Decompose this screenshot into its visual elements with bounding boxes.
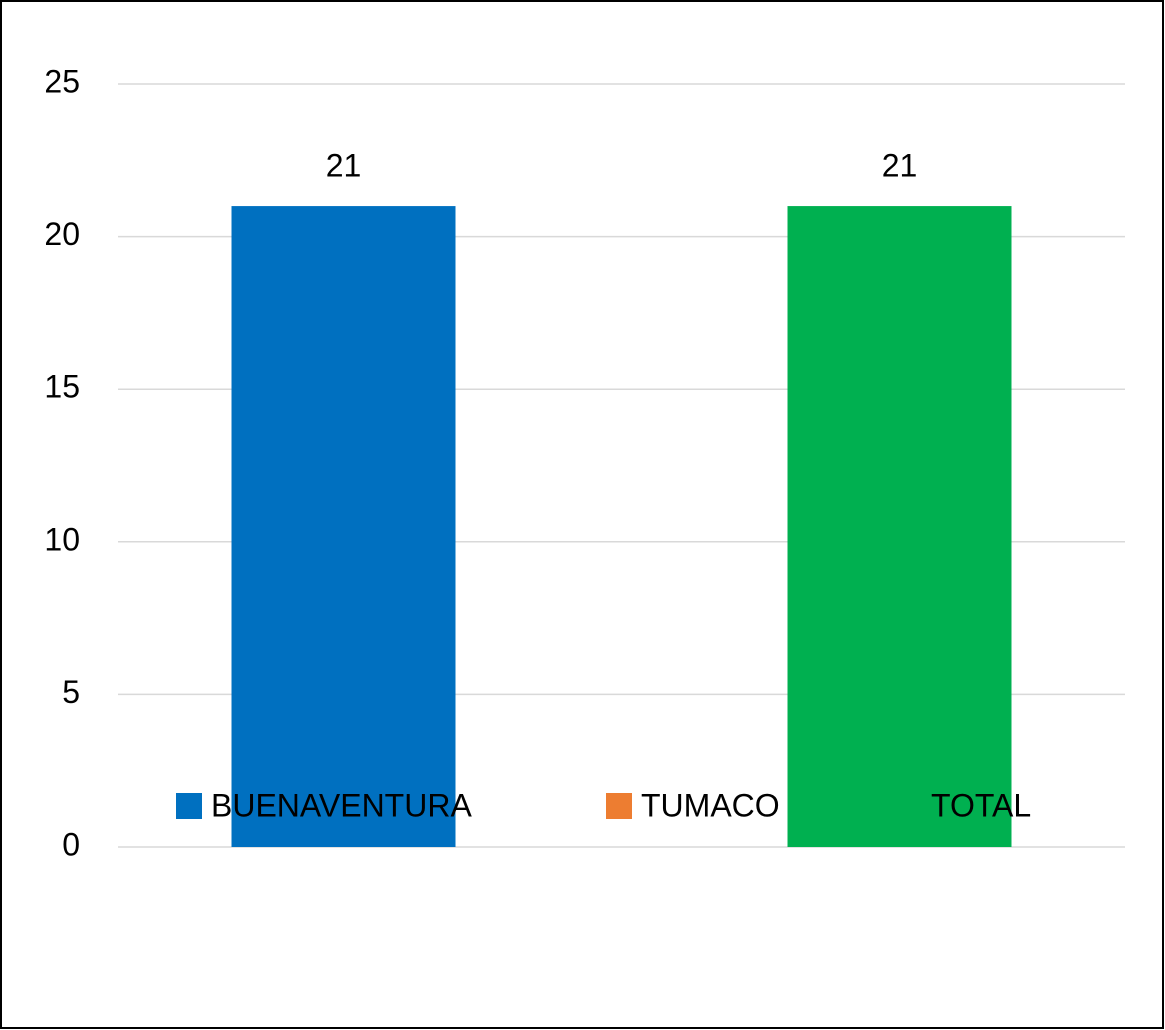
legend-label: TOTAL [931,787,1031,823]
data-label: 21 [882,148,918,184]
legend-swatch [896,793,922,819]
y-tick-label: 25 [44,63,80,99]
legend-label: TUMACO [641,787,780,823]
bar [787,206,1012,847]
y-tick-label: 20 [44,216,80,252]
y-tick-label: 10 [44,521,80,557]
legend-label: BUENAVENTURA [211,787,472,823]
y-tick-label: 15 [44,369,80,405]
bar [231,206,456,847]
y-tick-label: 5 [62,674,80,710]
legend-swatch [176,793,202,819]
y-tick-label: 0 [62,826,80,862]
data-label: 21 [326,148,362,184]
legend-swatch [606,793,632,819]
